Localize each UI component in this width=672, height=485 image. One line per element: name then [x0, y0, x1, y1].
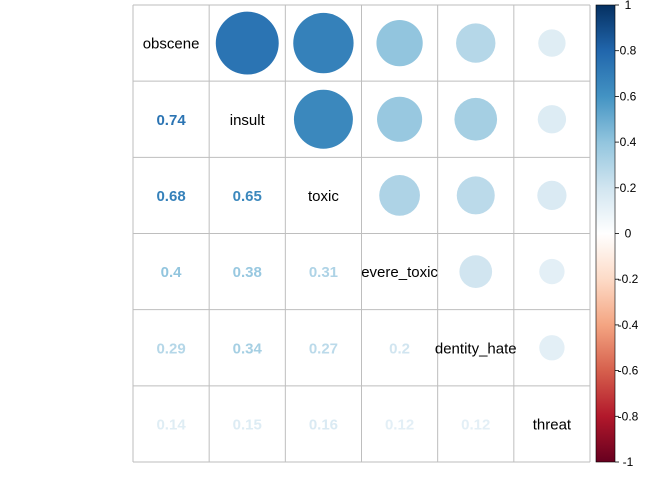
matrix-cell	[133, 233, 210, 310]
correlation-value-label: 0.15	[233, 416, 262, 433]
correlation-circle	[215, 11, 279, 75]
colorbar-tick-label: 0.6	[620, 89, 637, 103]
colorbar-tick-label: -0.4	[618, 318, 639, 332]
correlation-circle	[293, 12, 354, 74]
colorbar-tick-label: 0	[625, 227, 632, 241]
matrix-cell	[209, 309, 286, 386]
matrix-cell	[133, 385, 210, 462]
correlation-value-label: 0.27	[309, 340, 338, 357]
matrix-cell	[285, 385, 362, 462]
correlation-value-label: 0.68	[156, 188, 185, 205]
variable-label: evere_toxic	[361, 264, 438, 281]
colorbar-tick-label: -0.6	[618, 364, 639, 378]
matrix-cell	[133, 81, 210, 158]
correlation-circle	[537, 180, 567, 211]
matrix-cell	[285, 309, 362, 386]
matrix-cell	[437, 309, 514, 386]
matrix-cell	[361, 309, 438, 386]
cells-layer	[133, 5, 590, 462]
correlation-value-label: 0.38	[233, 264, 262, 281]
correlation-circle	[538, 29, 566, 57]
colorbar-tick-label: 0.4	[620, 135, 637, 149]
variable-label: dentity_hate	[435, 340, 517, 357]
correlation-value-label: 0.34	[233, 340, 263, 357]
variable-label: toxic	[308, 188, 339, 205]
colorbar-tick-label: -0.8	[618, 409, 639, 423]
correlation-value-label: 0.2	[389, 340, 410, 357]
matrix-cell	[285, 233, 362, 310]
matrix-cell	[209, 385, 286, 462]
correlation-circle	[539, 258, 565, 285]
correlation-value-label: 0.12	[461, 416, 490, 433]
correlation-value-label: 0.31	[309, 264, 338, 281]
correlation-circle	[377, 96, 423, 142]
correlation-value-label: 0.14	[156, 416, 186, 433]
matrix-cell	[209, 81, 286, 158]
matrix-cell	[513, 385, 590, 462]
correlation-value-label: 0.65	[233, 188, 262, 205]
correlation-value-label: 0.4	[161, 264, 183, 281]
correlation-circle	[537, 105, 567, 134]
variable-label: obscene	[143, 36, 200, 53]
colorbar: 1 0.8 0.6 0.4 0.2 0 -0.2 -0.4 -0.6 -0.8 -1	[595, 0, 639, 469]
matrix-cell	[133, 157, 210, 234]
matrix-cell	[437, 385, 514, 462]
correlation-value-label: 0.29	[156, 340, 185, 357]
colorbar-tick-label: 0.8	[620, 44, 637, 58]
colorbar-gradient	[595, 4, 616, 463]
grid-layer	[132, 4, 591, 463]
correlation-circle	[456, 23, 496, 63]
correlation-circle	[379, 175, 420, 216]
matrix-cell	[133, 309, 210, 386]
colorbar-tick-label: -1	[623, 455, 634, 469]
colorbar-tick-label: 1	[625, 0, 632, 12]
correlation-value-label: 0.12	[385, 416, 414, 433]
matrix-cell	[209, 157, 286, 234]
colorbar-tick-label: -0.2	[618, 272, 639, 286]
matrix-cell	[361, 385, 438, 462]
matrix-cell	[361, 233, 438, 310]
correlation-circle	[293, 89, 353, 149]
variable-label: insult	[230, 112, 266, 129]
correlation-value-label: 0.16	[309, 416, 338, 433]
correlation-circle	[456, 176, 495, 215]
correlation-circle	[459, 255, 493, 288]
correlation-circle	[376, 19, 423, 67]
matrix-cell	[209, 233, 286, 310]
correlation-circle	[539, 335, 565, 361]
matrix-cell	[133, 5, 210, 82]
matrix-cell	[285, 157, 362, 234]
colorbar-tick-label: 0.2	[620, 181, 637, 195]
correlation-value-label: 0.74	[156, 112, 186, 129]
variable-label: threat	[533, 416, 572, 433]
correlation-circle	[454, 97, 498, 141]
marks-layer: obscene 0.74 insult 0.68 0.65 toxic 0.4 0.38 0.3…	[143, 11, 572, 433]
